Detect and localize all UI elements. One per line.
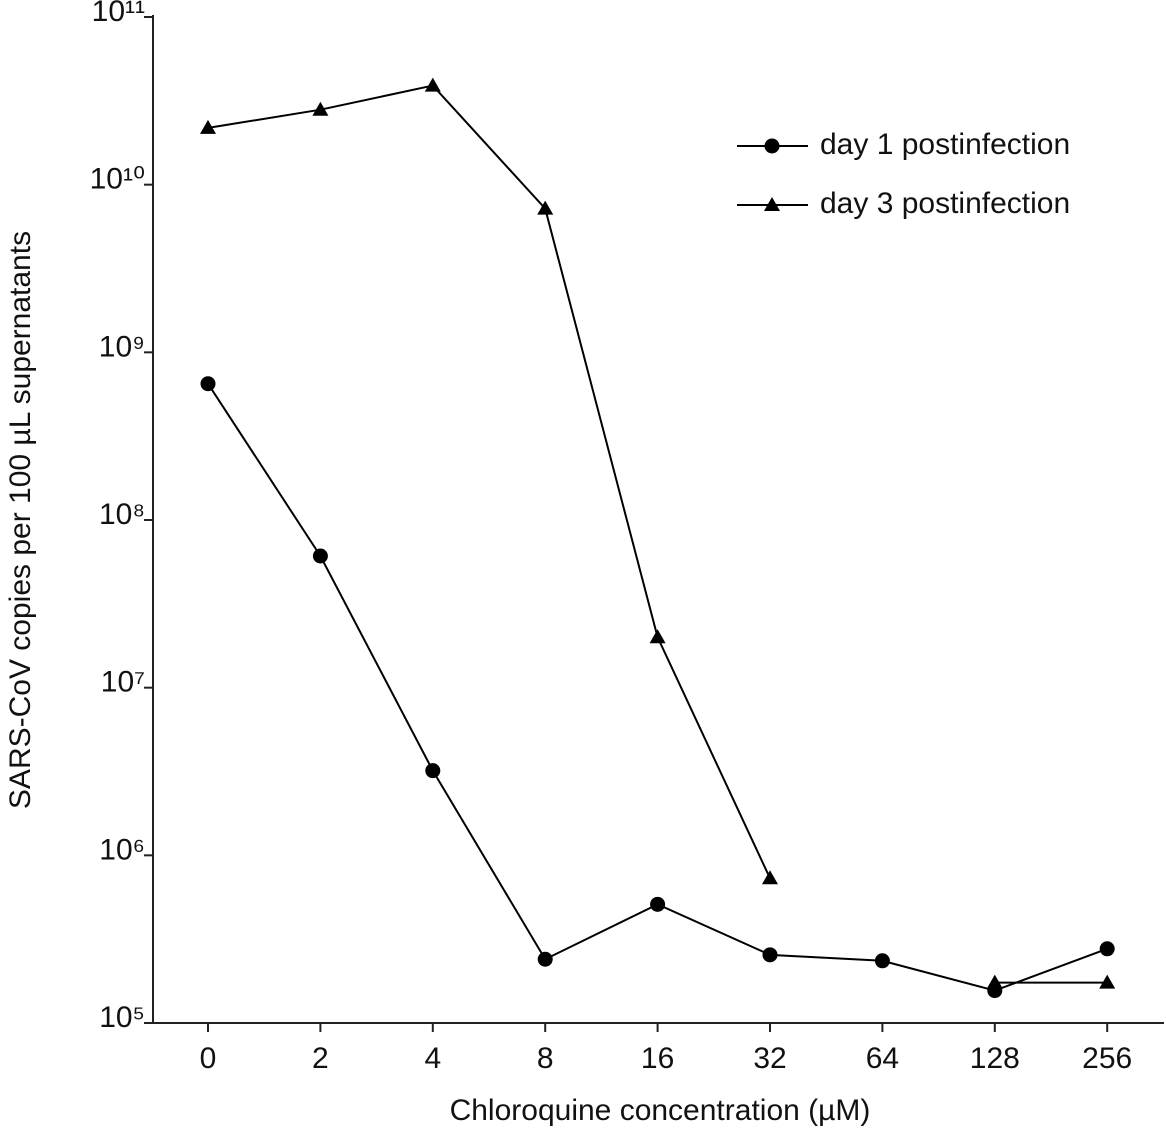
y-tick-label: 10⁵	[99, 1001, 145, 1034]
x-tick-label: 16	[641, 1042, 674, 1075]
y-tick-label: 10¹¹	[92, 0, 145, 28]
y-axis-title: SARS-CoV copies per 100 µL supernatants	[4, 231, 37, 809]
marker	[537, 200, 554, 215]
marker	[764, 197, 780, 211]
marker	[200, 376, 216, 392]
marker	[986, 974, 1003, 989]
y-tick-label: 10¹⁰	[90, 163, 145, 196]
x-tick-label: 4	[424, 1042, 441, 1075]
y-tick-label: 10⁸	[99, 498, 145, 531]
marker	[762, 870, 778, 885]
legend-label: day 3 postinfection	[820, 187, 1070, 220]
marker	[425, 763, 441, 779]
marker	[764, 138, 780, 154]
x-tick-label: 32	[753, 1042, 786, 1075]
x-axis-title: Chloroquine concentration (µM)	[450, 1094, 871, 1127]
marker	[1099, 974, 1116, 989]
x-tick-label: 256	[1082, 1042, 1132, 1075]
x-tick-label: 128	[970, 1042, 1020, 1075]
marker	[200, 119, 216, 134]
marker	[312, 548, 328, 564]
legend-label: day 1 postinfection	[820, 128, 1070, 161]
y-tick-label: 10⁶	[99, 833, 145, 866]
marker	[649, 629, 666, 644]
marker	[312, 101, 329, 116]
marker	[874, 953, 890, 969]
marker	[537, 951, 553, 967]
marker	[1099, 941, 1115, 957]
marker	[762, 947, 778, 963]
x-tick-label: 2	[312, 1042, 329, 1075]
marker	[650, 896, 666, 912]
x-tick-label: 0	[200, 1042, 217, 1075]
x-tick-label: 64	[866, 1042, 899, 1075]
marker	[424, 77, 441, 92]
series-line	[207, 84, 771, 879]
y-tick-label: 10⁹	[99, 330, 145, 363]
x-tick-label: 8	[537, 1042, 554, 1075]
y-tick-label: 10⁷	[101, 666, 145, 699]
